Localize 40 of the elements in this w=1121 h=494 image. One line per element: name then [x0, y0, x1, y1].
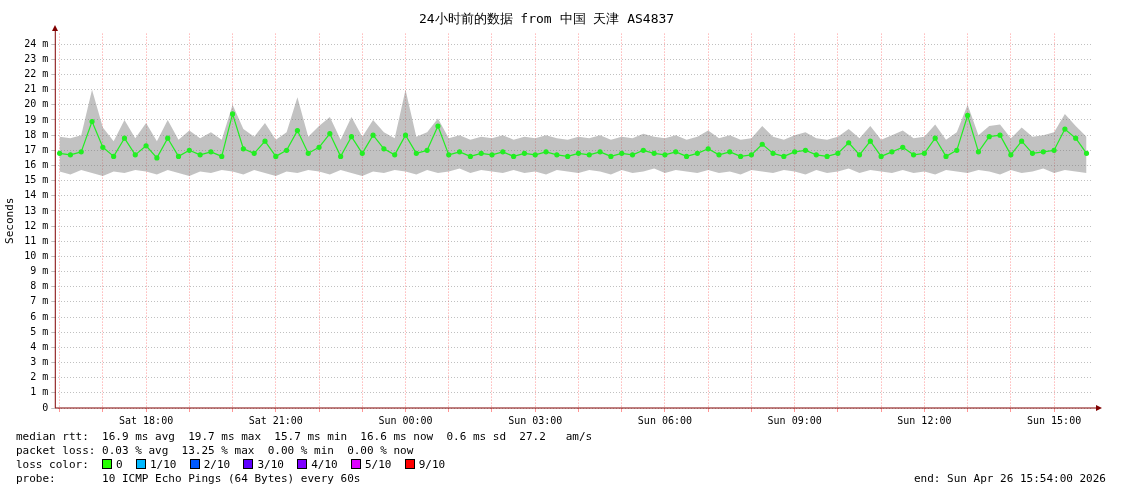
y-tick-label: 12 m	[24, 219, 49, 231]
y-tick-label: 4 m	[30, 340, 49, 352]
x-tick-label: Sun 06:00	[637, 414, 693, 426]
chart-title: 24小时前的数据 from 中国 天津 AS4837	[418, 11, 675, 27]
y-tick-label: 20 m	[24, 98, 49, 110]
y-tick-label: 6 m	[30, 310, 49, 322]
y-tick-label: 3 m	[30, 356, 49, 368]
y-tick-label: 15 m	[24, 174, 49, 186]
y-tick-label: 0	[42, 401, 49, 413]
x-tick-label: Sun 15:00	[1026, 414, 1082, 426]
text: median rtt: 16.9 ms avg 19.7 ms max 15.7 ms min 16.6 ms now 0.6 ms sd 27.2 am/s	[16, 430, 594, 444]
y-tick-label: 16 m	[24, 159, 49, 171]
y-tick-label: 9 m	[30, 265, 49, 277]
y-tick-label: 14 m	[24, 189, 49, 201]
x-tick-label: Sat 18:00	[118, 414, 174, 426]
y-tick-label: 22 m	[24, 68, 49, 80]
y-tick-label: 17 m	[24, 143, 49, 155]
y-tick-label: 23 m	[24, 52, 49, 64]
y-tick-label: 5 m	[30, 325, 49, 337]
y-tick-label: 13 m	[24, 204, 49, 216]
y-tick-label: 2 m	[30, 371, 49, 383]
text: end: Sun Apr 26 15:54:00 2026	[913, 472, 1106, 486]
y-tick-label: 1 m	[30, 386, 49, 398]
y-tick-label: 21 m	[24, 83, 49, 95]
x-tick-label: Sun 09:00	[767, 414, 822, 426]
x-tick-label: Sat 21:00	[248, 414, 303, 426]
y-tick-label: 7 m	[30, 295, 49, 307]
x-tick-label: Sun 03:00	[508, 414, 563, 426]
x-tick-label: Sun 12:00	[897, 414, 952, 426]
text: loss color: 0 1/10 2/10 3/10 4/10 5/10 9/10	[16, 458, 446, 471]
y-tick-label: 8 m	[30, 280, 49, 292]
y-tick-label: 19 m	[24, 113, 49, 125]
y-tick-label: 24 m	[24, 37, 49, 49]
y-tick-label: 10 m	[24, 250, 49, 262]
y-tick-label: 11 m	[24, 234, 49, 246]
x-tick-label: Sun 00:00	[378, 414, 433, 426]
y-tick-label: 18 m	[24, 128, 49, 140]
y-axis-title: Seconds	[3, 197, 17, 244]
text: packet loss: 0.03 % avg 13.25 % max 0.00 % min 0.00 % now	[16, 444, 415, 458]
text: probe: 10 ICMP Echo Pings (64 Bytes) every 60s	[16, 472, 361, 485]
